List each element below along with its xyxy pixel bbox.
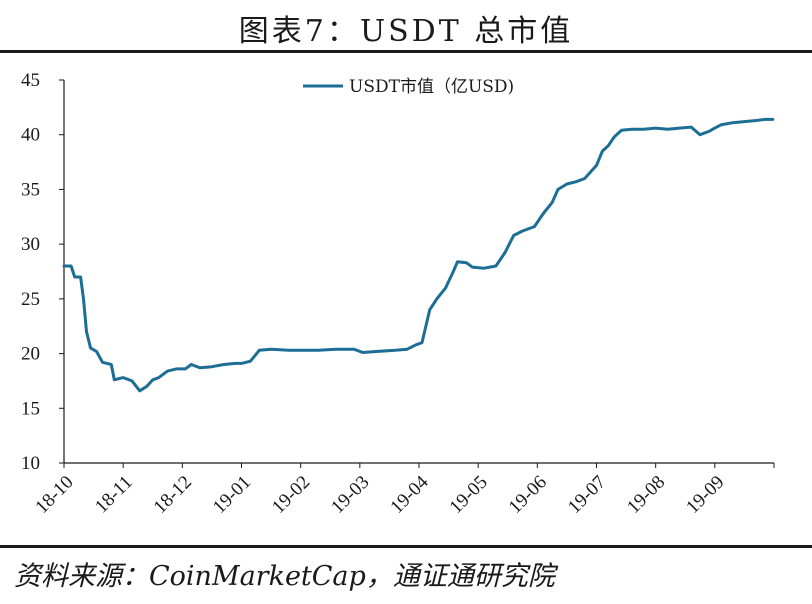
bottom-rule [0, 545, 812, 548]
top-rule [0, 50, 812, 53]
x-tick-label: 19-09 [682, 472, 728, 518]
x-tick-label: 19-06 [505, 472, 551, 518]
y-tick-labels: 10 15 20 25 30 35 40 45 [21, 70, 40, 474]
x-tick-labels: 18-10 18-11 18-12 19-01 19-02 19-03 19-04 19-05… [31, 471, 728, 518]
x-tick-label: 19-08 [623, 472, 669, 518]
x-tick-label: 18-12 [150, 472, 196, 518]
legend-label: USDT市值（亿USD) [349, 77, 514, 97]
x-tick-label: 19-02 [268, 472, 314, 518]
x-tick-label: 19-04 [386, 471, 433, 518]
usdt-market-cap-chart: 10 15 20 25 30 35 40 45 18-10 18-11 18-12 19-01 19-… [21, 70, 775, 518]
x-tick-label: 19-03 [327, 472, 373, 518]
series-layer [62, 117, 775, 393]
chart-title: 图表7：USDT 总市值 [238, 14, 574, 49]
y-tick-label: 15 [21, 398, 40, 419]
x-tick-label: 19-07 [564, 472, 610, 518]
x-tick-label: 19-01 [209, 472, 255, 518]
y-tick-label: 30 [21, 234, 40, 255]
y-tick-label: 25 [21, 289, 40, 310]
y-tick-label: 40 [21, 125, 40, 146]
axes [59, 79, 775, 468]
y-tick-label: 45 [21, 70, 40, 91]
legend: USDT市值（亿USD) [303, 77, 514, 97]
source-note: 资料来源：CoinMarketCap，通证通研究院 [14, 561, 555, 592]
series-line-usdt-market-cap [62, 117, 775, 393]
x-tick-label: 19-05 [446, 472, 492, 518]
y-tick-label: 20 [21, 344, 40, 365]
y-tick-label: 35 [21, 179, 40, 200]
y-tick-label: 10 [21, 453, 40, 474]
x-tick-label: 18-11 [91, 472, 137, 518]
x-tick-label: 18-10 [31, 472, 77, 518]
